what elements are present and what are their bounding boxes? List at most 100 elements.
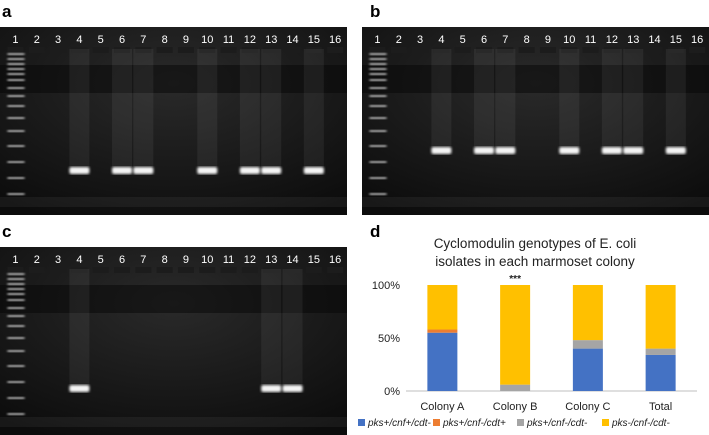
ladder-band (7, 177, 25, 180)
ladder-band (369, 87, 387, 90)
lane-smear (112, 49, 133, 167)
legend-label: pks-/cnf-/cdt- (611, 418, 670, 429)
gel-well (561, 47, 578, 53)
lane-number: 9 (183, 254, 189, 266)
genotype-stacked-bar-chart: Cyclomodulin genotypes of E. coli isolat… (358, 236, 697, 429)
lane-number: 11 (223, 254, 234, 266)
gel-image-a: 1 2 3 4 5 6 7 8 9 10 11 12 13 14 15 16 (0, 27, 347, 215)
pcr-band (112, 167, 133, 174)
gel-well (476, 47, 493, 53)
pcr-band (261, 167, 282, 174)
lane-number: 8 (524, 34, 530, 46)
pcr-band (495, 147, 516, 154)
lane-smear (282, 269, 303, 385)
lane-smear (431, 49, 452, 147)
ladder-band (7, 315, 25, 318)
pcr-band (69, 385, 90, 392)
lane-number: 11 (585, 34, 596, 46)
lane-number: 15 (670, 34, 682, 46)
ladder-band (7, 145, 25, 148)
chart-title-line1: Cyclomodulin genotypes of E. coli (434, 236, 637, 251)
ladder-band (369, 95, 387, 98)
panel-letter-b: b (370, 2, 381, 21)
ladder-band (7, 288, 25, 291)
ladder-band (369, 193, 387, 196)
lane-number: 10 (201, 34, 213, 46)
lane-smear (623, 49, 644, 147)
bar-segment (572, 340, 603, 349)
lane-number: 13 (265, 34, 277, 46)
ladder-band (7, 337, 25, 340)
lane-number: 1 (12, 254, 18, 266)
lane-number: 13 (265, 254, 277, 266)
pcr-band (474, 147, 495, 154)
gel-well (92, 47, 109, 53)
category-label: Colony C (565, 401, 610, 413)
pcr-band (239, 167, 260, 174)
panel-letter-c: c (2, 222, 12, 241)
gel-well (177, 267, 194, 273)
bar-segment (500, 384, 531, 391)
gel-well (156, 47, 173, 53)
ladder-band (7, 381, 25, 384)
lane-number: 14 (286, 34, 298, 46)
lane-smear (601, 49, 622, 147)
lane-number: 13 (627, 34, 639, 46)
lane-number: 8 (162, 34, 168, 46)
category-label: Colony B (493, 401, 538, 413)
gel-well (220, 47, 237, 53)
ladder-band (7, 325, 25, 328)
ladder-band (7, 161, 25, 164)
pcr-band (282, 385, 303, 392)
ladder-band (369, 130, 387, 133)
gel-well (50, 267, 67, 273)
ladder-band (7, 278, 25, 281)
ladder-band (369, 145, 387, 148)
gel-well (28, 47, 45, 53)
gel-well (263, 267, 280, 273)
lane-smear (69, 49, 90, 167)
lane-number: 1 (12, 34, 18, 46)
lane-number: 9 (545, 34, 551, 46)
lane-number: 3 (55, 34, 61, 46)
lane-number: 10 (563, 34, 575, 46)
ladder-band (7, 273, 25, 276)
gel-well (327, 267, 344, 273)
ladder-band (369, 73, 387, 76)
gel-well (646, 47, 663, 53)
gel-well (156, 267, 173, 273)
gel-well (114, 267, 131, 273)
chart-title-line2: isolates in each marmoset colony (435, 254, 635, 269)
gel-well (539, 47, 556, 53)
lane-number: 5 (460, 34, 466, 46)
ladder-band (7, 68, 25, 71)
ladder-band (7, 307, 25, 310)
gel-well (689, 47, 706, 53)
legend-swatch (358, 419, 365, 426)
legend-label: pks+/cnf-/cdt+ (442, 418, 506, 429)
ladder-band (7, 87, 25, 90)
ladder-band (369, 117, 387, 120)
lane-number: 15 (308, 254, 320, 266)
pcr-band (559, 147, 580, 154)
category-label: Total (649, 401, 672, 413)
pcr-band (623, 147, 644, 154)
ladder-band (369, 63, 387, 66)
lane-number: 2 (34, 254, 40, 266)
pcr-band (665, 147, 686, 154)
gel-well (603, 47, 620, 53)
legend-label: pks+/cnf+/cdt- (367, 418, 431, 429)
lane-number: 16 (329, 34, 341, 46)
lane-number: 8 (162, 254, 168, 266)
gel-well (667, 47, 684, 53)
bar-segment (427, 332, 458, 391)
gel-well (114, 47, 131, 53)
bar-segment (645, 285, 676, 349)
panel-letter-a: a (2, 2, 12, 21)
pcr-band (133, 167, 154, 174)
gel-well (199, 47, 216, 53)
bar-segment (645, 354, 676, 391)
ladder-band (7, 193, 25, 196)
ladder-band (7, 397, 25, 400)
gel-well (582, 47, 599, 53)
